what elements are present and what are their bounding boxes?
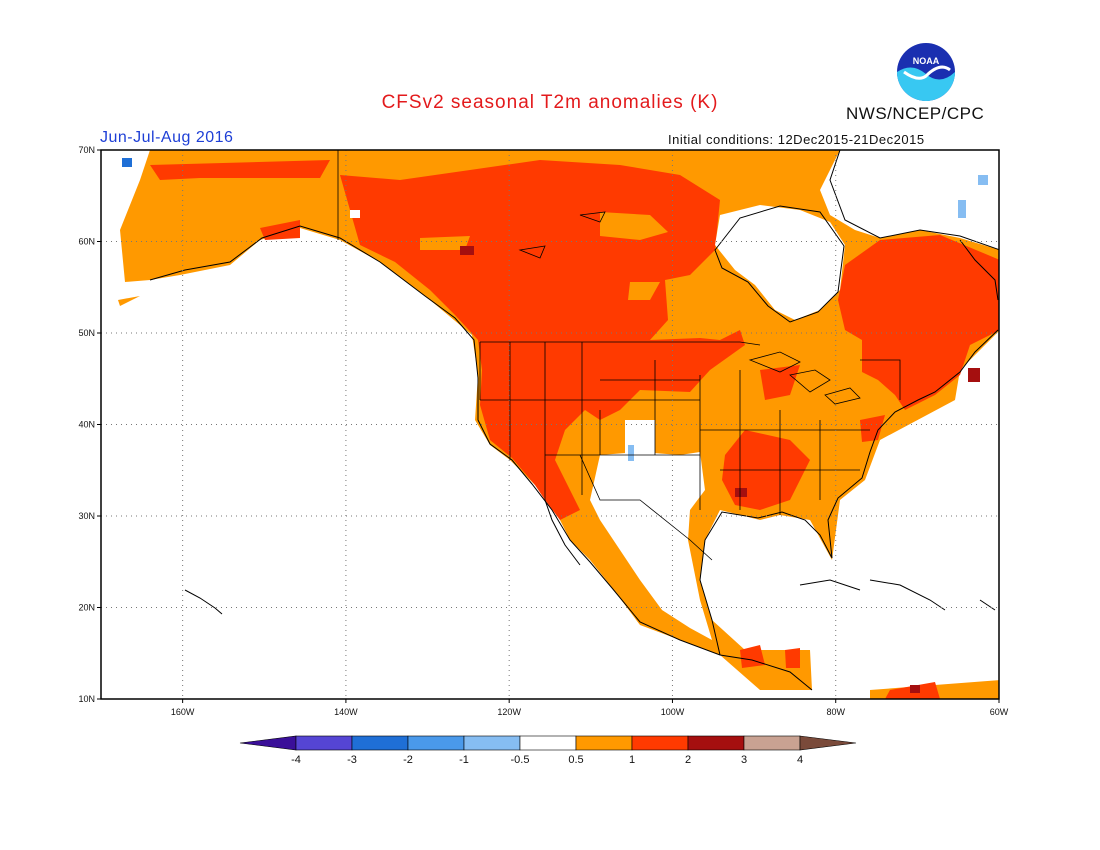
agency-label: NWS/NCEP/CPC: [846, 104, 985, 123]
colorbar-label: 3: [741, 754, 747, 766]
coastlines: [149, 150, 999, 691]
latitude-ticks: 70N 60N 50N 40N 30N 20N 10N: [78, 145, 101, 704]
anomaly-white-hudson-bay: [715, 205, 845, 320]
lat-tick-label: 40N: [78, 420, 95, 430]
logo-text: NOAA: [913, 56, 940, 66]
colorbar-label: 0.5: [568, 754, 583, 766]
lon-tick-label: 60W: [990, 707, 1009, 717]
lon-tick-label: 120W: [497, 707, 521, 717]
anomaly-blue-cell: [122, 158, 132, 167]
anomaly-darkred-cell: [968, 368, 980, 382]
lon-tick-label: 100W: [661, 707, 685, 717]
colorbar-label: -0.5: [511, 754, 530, 766]
anomaly-white-greenland: [820, 150, 999, 250]
colorbar-segment: [575, 735, 633, 751]
colorbar-label: -3: [347, 754, 357, 766]
initial-conditions-label: Initial conditions: 12Dec2015-21Dec2015: [668, 132, 925, 147]
colorbar-segment: [687, 735, 745, 751]
lakes: [518, 211, 861, 405]
lat-tick-label: 70N: [78, 145, 95, 155]
anomaly-darkred-cell: [735, 488, 747, 497]
colorbar-label: -1: [459, 754, 469, 766]
lat-tick-label: 20N: [78, 603, 95, 613]
colorbar-label: -4: [291, 754, 301, 766]
colorbar-label: 4: [797, 754, 803, 766]
anomaly-white-southwest: [590, 452, 712, 640]
colorbar-label: 2: [685, 754, 691, 766]
longitude-ticks: 160W 140W 120W 100W 80W 60W: [171, 699, 1009, 717]
noaa-logo: NOAA: [894, 42, 958, 107]
lon-tick-label: 160W: [171, 707, 195, 717]
colorbar-segment: [351, 735, 409, 751]
lon-tick-label: 80W: [826, 707, 845, 717]
lat-tick-label: 60N: [78, 237, 95, 247]
anomaly-lightblue-cell: [958, 200, 966, 218]
colorbar-segment: [519, 735, 577, 751]
colorbar-segment: [463, 735, 521, 751]
chart-title: CFSv2 seasonal T2m anomalies (K): [381, 92, 719, 113]
anomaly-red-quebec: [838, 235, 999, 410]
political-borders: [337, 150, 901, 561]
lat-tick-label: 50N: [78, 328, 95, 338]
anomaly-darkred-cell: [460, 246, 474, 255]
colorbar-label: 1: [629, 754, 635, 766]
colorbar-segment: [295, 735, 353, 751]
lon-tick-label: 140W: [334, 707, 358, 717]
colorbar-segment: [743, 735, 801, 751]
colorbar-segment: [631, 735, 689, 751]
season-label: Jun-Jul-Aug 2016: [100, 129, 234, 146]
colorbar-label: -2: [403, 754, 413, 766]
anomaly-lightblue-cell: [978, 175, 988, 185]
colorbar-segment: [407, 735, 465, 751]
anomaly-lightblue-cell: [628, 445, 634, 461]
anomaly-field: [118, 150, 999, 699]
lat-tick-label: 30N: [78, 511, 95, 521]
anomaly-darkred-cell: [910, 685, 920, 693]
colorbar-min-arrow: [239, 735, 297, 751]
lat-tick-label: 10N: [78, 694, 95, 704]
colorbar: -4 -3 -2 -1 -0.5 0.5 1 2 3 4: [239, 735, 857, 766]
colorbar-max-arrow: [799, 735, 857, 751]
